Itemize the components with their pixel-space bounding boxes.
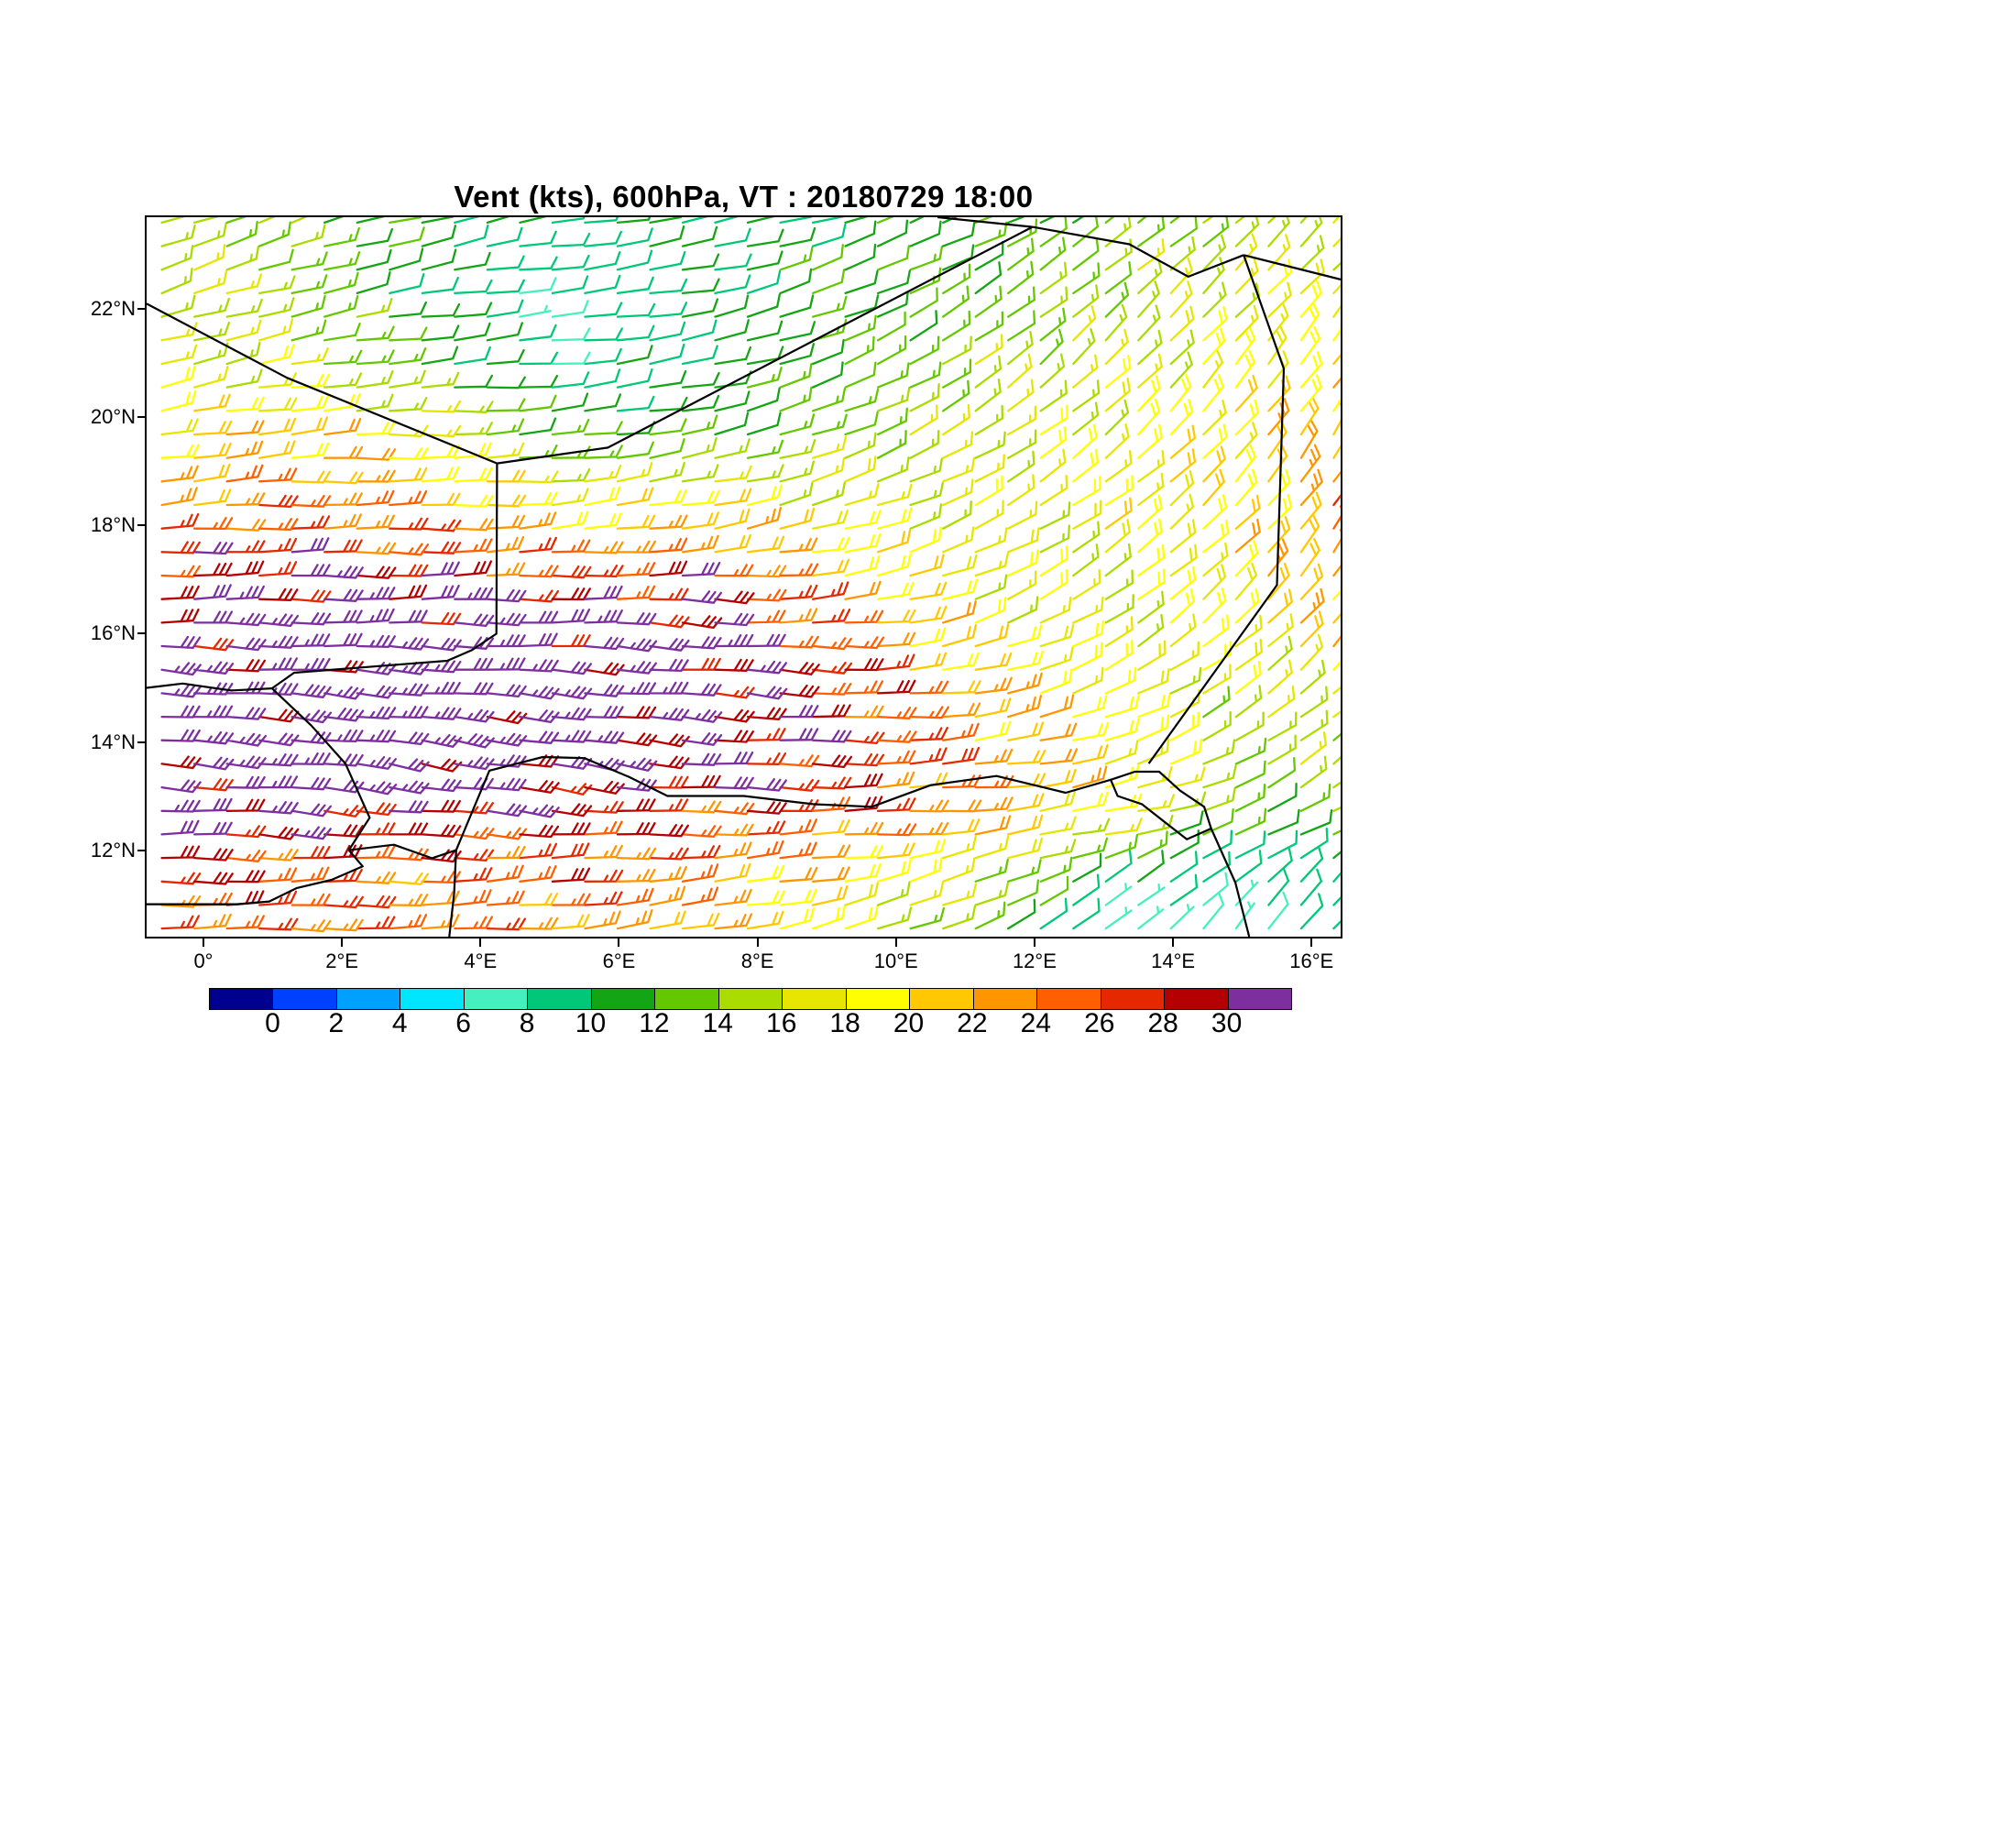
colorbar-segment xyxy=(846,989,911,1009)
x-axis-tick xyxy=(894,938,897,947)
colorbar-segment xyxy=(718,989,783,1009)
y-axis-tick xyxy=(137,632,146,635)
chart-title: Vent (kts), 600hPa, VT : 20180729 18:00 xyxy=(454,180,1034,214)
border-mali_burkina xyxy=(147,682,272,692)
x-axis-tick xyxy=(756,938,759,947)
colorbar-tick-label: 20 xyxy=(893,1008,925,1038)
y-axis-label: 22°N xyxy=(90,297,136,321)
colorbar-tick-label: 22 xyxy=(957,1008,988,1038)
y-axis-label: 14°N xyxy=(90,730,136,753)
colorbar-segment xyxy=(528,989,592,1009)
wind-barb-group xyxy=(389,217,1341,930)
wind-barb-group xyxy=(519,277,1289,930)
border-nigeria_benin xyxy=(448,850,457,937)
y-axis-label: 16°N xyxy=(90,621,136,645)
border-mali_algeria xyxy=(147,302,498,465)
colorbar-segment xyxy=(591,989,656,1009)
x-axis-label: 2°E xyxy=(325,949,358,972)
colorbar-segment xyxy=(1101,989,1166,1009)
colorbar-tick-label: 26 xyxy=(1084,1008,1115,1038)
colorbar-segment xyxy=(655,989,719,1009)
colorbar-segment xyxy=(464,989,529,1009)
colorbar xyxy=(209,988,1292,1010)
wind-barb-map xyxy=(147,217,1341,937)
y-axis-tick xyxy=(137,416,146,419)
colorbar-tick-label: 6 xyxy=(455,1008,471,1038)
x-axis-label: 6°E xyxy=(602,949,636,972)
map-plot-area xyxy=(145,215,1342,938)
x-axis-label: 4°E xyxy=(464,949,498,972)
border-burkina_south xyxy=(147,849,364,906)
border-algeria_niger xyxy=(497,225,1034,465)
border-burkina_niger xyxy=(271,687,371,851)
wind-barb-group xyxy=(160,494,1341,931)
colorbar-tick-label: 24 xyxy=(1020,1008,1052,1038)
border-mali_niger xyxy=(271,463,499,689)
border-niger_libya xyxy=(1032,225,1244,278)
wind-barb-group xyxy=(160,464,1341,930)
colorbar-segment xyxy=(210,989,274,1009)
colorbar-segment xyxy=(1037,989,1101,1009)
colorbar-tick-label: 18 xyxy=(829,1008,860,1038)
colorbar-tick-label: 4 xyxy=(391,1008,408,1038)
colorbar-tick-label: 8 xyxy=(519,1008,535,1038)
x-axis-label: 8°E xyxy=(740,949,774,972)
border-benin_niger xyxy=(348,843,457,860)
x-axis-label: 10°E xyxy=(873,949,918,972)
wind-barb-group xyxy=(193,353,1341,930)
border-chari_river xyxy=(1210,828,1251,937)
x-axis-tick xyxy=(1033,938,1035,947)
y-axis-label: 12°N xyxy=(90,838,136,862)
country-borders-layer xyxy=(147,217,1341,937)
y-axis-label: 18°N xyxy=(90,513,136,537)
y-axis-tick xyxy=(137,524,146,527)
x-axis-label: 14°E xyxy=(1151,949,1196,972)
x-axis-tick xyxy=(618,938,620,947)
x-axis-tick xyxy=(479,938,482,947)
wind-barb-group xyxy=(160,217,1341,930)
wind-barb-group xyxy=(160,560,916,906)
colorbar-segment xyxy=(400,989,465,1009)
colorbar-segment xyxy=(783,989,847,1009)
border-niger_nigeria xyxy=(455,755,1112,851)
x-axis-tick xyxy=(1310,938,1313,947)
x-axis-label: 12°E xyxy=(1012,949,1057,972)
border-niger_chad xyxy=(1147,254,1286,764)
wind-barb-group xyxy=(160,217,1341,906)
colorbar-tick-label: 30 xyxy=(1211,1008,1243,1038)
x-axis-tick xyxy=(1172,938,1175,947)
colorbar-tick-label: 0 xyxy=(265,1008,280,1038)
wind-barbs-layer xyxy=(160,217,1341,933)
wind-barb-group xyxy=(160,537,852,840)
colorbar-segment xyxy=(1228,989,1291,1009)
x-axis-tick xyxy=(341,938,344,947)
colorbar-tick-label: 16 xyxy=(766,1008,797,1038)
colorbar-tick-label: 10 xyxy=(575,1008,607,1038)
colorbar-segment xyxy=(336,989,401,1009)
x-axis-tick xyxy=(202,938,204,947)
y-axis-tick xyxy=(137,741,146,743)
colorbar-segment xyxy=(1165,989,1229,1009)
wind-barb-group xyxy=(323,217,1341,930)
colorbar-tick-label: 12 xyxy=(639,1008,670,1038)
colorbar-tick-label: 28 xyxy=(1147,1008,1178,1038)
colorbar-segment xyxy=(273,989,337,1009)
colorbar-segment xyxy=(910,989,974,1009)
colorbar-tick-label: 14 xyxy=(702,1008,733,1038)
border-algeria_libya xyxy=(937,217,1033,228)
colorbar-tick-label: 2 xyxy=(328,1008,345,1038)
y-axis-tick xyxy=(137,308,146,311)
y-axis-label: 20°N xyxy=(90,405,136,429)
x-axis-label: 0° xyxy=(193,949,214,972)
wind-barb-group xyxy=(225,217,1341,930)
x-axis-label: 16°E xyxy=(1289,949,1334,972)
y-axis-tick xyxy=(137,849,146,851)
border-libya_chad xyxy=(1243,254,1341,280)
colorbar-segment xyxy=(973,989,1038,1009)
